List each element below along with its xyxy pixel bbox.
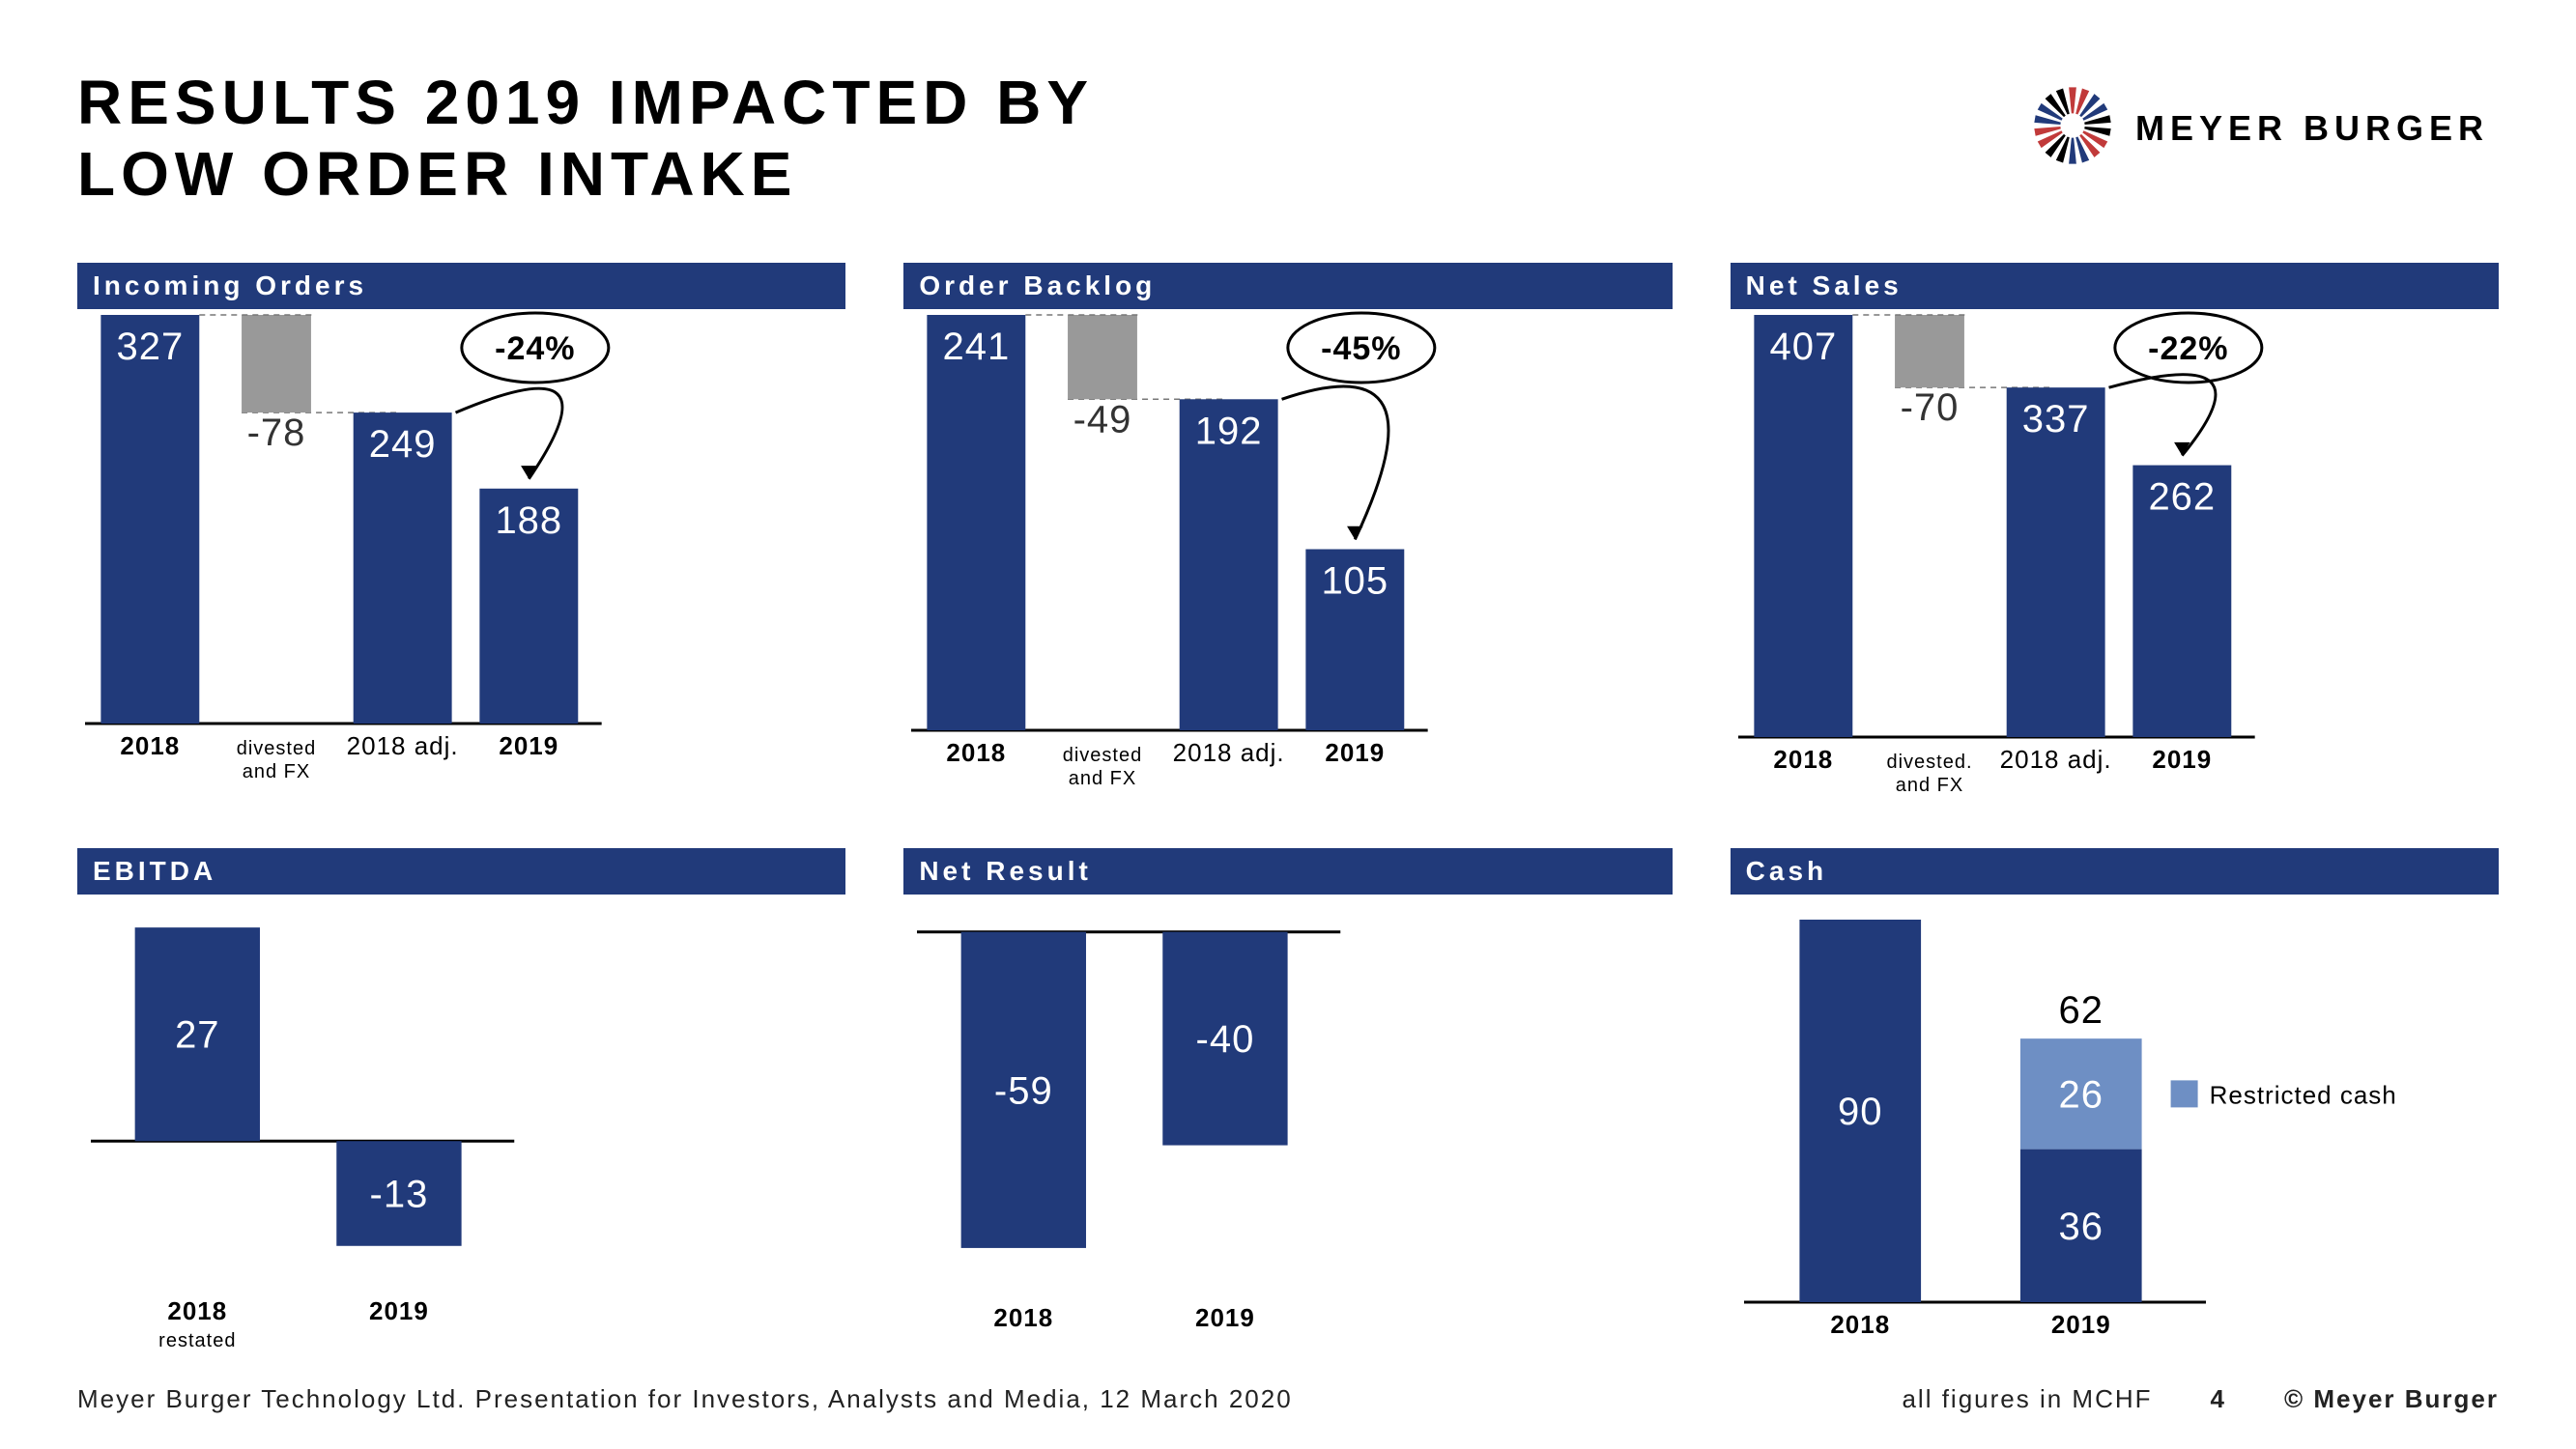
chart-panel-net-sales: Net Sales 407 2018 -70 divested.and FX 337 201… (1731, 263, 2499, 810)
panel-header: Cash (1731, 848, 2499, 895)
panel-header: Order Backlog (903, 263, 1672, 309)
chart-text: 327 (116, 326, 184, 368)
chart-text: 2019 (2050, 1310, 2110, 1339)
bar (1754, 315, 1852, 737)
chart-text: -24% (495, 330, 575, 367)
chart-text: 105 (1322, 560, 1389, 603)
chart-text: 36 (2058, 1206, 2104, 1248)
chart-panel-order-backlog: Order Backlog 241 2018 -49 divestedand FX 192… (903, 263, 1672, 810)
footer-right: all figures in MCHF 4 © Meyer Burger (1902, 1384, 2499, 1414)
chart-text: 241 (943, 326, 1011, 368)
chart-area: 241 2018 -49 divestedand FX 192 2018 adj. 105 2… (903, 309, 1672, 811)
panel-header: Net Result (903, 848, 1672, 895)
chart-panel-net-result: Net Result -59 2018 -40 2019 (903, 848, 1672, 1375)
chart-text: and FX (1069, 768, 1136, 789)
panel-header: EBITDA (77, 848, 845, 895)
chart-text: 188 (495, 499, 562, 542)
chart-text: and FX (243, 761, 310, 782)
footer-left: Meyer Burger Technology Ltd. Presentatio… (77, 1384, 1293, 1414)
chart-text: divested (1063, 745, 1143, 766)
chart-text: restated (158, 1330, 236, 1351)
chart-text: -45% (1321, 330, 1401, 367)
chart-grid: Incoming Orders3272018-78divestedand FX2… (77, 263, 2499, 1354)
chart-text: 2018 (994, 1303, 1054, 1332)
chart-area: -59 2018 -40 2019 (903, 895, 1672, 1377)
bar (1068, 315, 1137, 399)
chart-text: 2019 (2152, 745, 2212, 774)
chart-text: -70 (1900, 386, 1959, 429)
chart-svg: 327 2018 -78 divestedand FX 249 2018 adj. 188 2… (77, 309, 845, 791)
chart-text: and FX (1895, 775, 1962, 796)
chart-text: -13 (370, 1174, 429, 1216)
chart-text: 2018 adj. (347, 731, 459, 760)
chart-text: -78 (247, 412, 306, 454)
chart-text: 2019 (1326, 738, 1386, 767)
chart-svg: 407 2018 -70 divested.and FX 337 2018 adj. 262… (1731, 309, 2499, 805)
bar (242, 315, 311, 412)
chart-panel-ebitda: EBITDA 27 2018 restated -13 2019 (77, 848, 845, 1375)
chart-panel-incoming-orders: Incoming Orders 327 2018 -78 divestedand FX 2… (77, 263, 845, 810)
chart-text: 62 (2058, 989, 2104, 1032)
chart-area: 327 2018 -78 divestedand FX 249 2018 adj. 188 2… (77, 309, 845, 811)
chart-text: 2018 adj. (1999, 745, 2111, 774)
chart-svg: -59 2018 -40 2019 (903, 895, 1672, 1363)
chart-text: Restricted cash (2209, 1081, 2396, 1110)
chart-area: 407 2018 -70 divested.and FX 337 2018 adj. 262… (1731, 309, 2499, 811)
chart-text: 90 (1838, 1091, 1883, 1133)
chart-text: 2018 adj. (1173, 738, 1285, 767)
bar (1895, 315, 1964, 387)
chart-svg: 241 2018 -49 divestedand FX 192 2018 adj. 105 2… (903, 309, 1672, 798)
chart-text: 262 (2148, 476, 2216, 519)
chart-svg: 90 2018 36 26 62 2019 Restricted cash (1731, 895, 2499, 1370)
bar (928, 315, 1026, 730)
chart-area: 27 2018 restated -13 2019 (77, 895, 845, 1377)
chart-text: divested. (1886, 752, 1972, 773)
chart-area: 90 2018 36 26 62 2019 Restricted cash (1731, 895, 2499, 1377)
chart-text: 192 (1195, 410, 1263, 452)
chart-text: -22% (2148, 330, 2228, 367)
bar (100, 315, 199, 724)
chart-text: 407 (1769, 326, 1837, 368)
chart-text: 2018 (947, 738, 1007, 767)
chart-text: 2018 (120, 731, 180, 760)
footer-note: all figures in MCHF (1902, 1384, 2152, 1414)
slide: RESULTS 2019 IMPACTED BY LOW ORDER INTAK… (0, 0, 2576, 1449)
chart-panel-cash: Cash 90 2018 36 26 62 2019 Restricted cash (1731, 848, 2499, 1375)
sunburst-icon (2029, 82, 2116, 174)
brand-logo: MEYER BURGER (2029, 82, 2489, 174)
bar (2170, 1081, 2197, 1108)
chart-text: -40 (1196, 1018, 1255, 1061)
chart-text: 249 (369, 423, 437, 466)
page-number: 4 (2211, 1384, 2226, 1414)
chart-text: 26 (2058, 1074, 2104, 1117)
chart-text: -59 (994, 1070, 1053, 1113)
chart-text: 2019 (369, 1296, 429, 1325)
copyright: © Meyer Burger (2284, 1384, 2499, 1414)
chart-svg: 27 2018 restated -13 2019 (77, 895, 845, 1356)
panel-header: Net Sales (1731, 263, 2499, 309)
chart-text: 27 (175, 1014, 220, 1057)
chart-text: 2018 (1773, 745, 1833, 774)
chart-text: 2019 (1195, 1303, 1255, 1332)
brand-name: MEYER BURGER (2135, 108, 2489, 149)
chart-text: 2019 (499, 731, 558, 760)
panel-header: Incoming Orders (77, 263, 845, 309)
chart-text: -49 (1073, 398, 1132, 440)
chart-text: divested (237, 738, 317, 759)
slide-footer: Meyer Burger Technology Ltd. Presentatio… (77, 1384, 2499, 1414)
chart-text: 2018 (167, 1296, 227, 1325)
chart-text: 337 (2021, 398, 2089, 440)
chart-text: 2018 (1830, 1310, 1890, 1339)
